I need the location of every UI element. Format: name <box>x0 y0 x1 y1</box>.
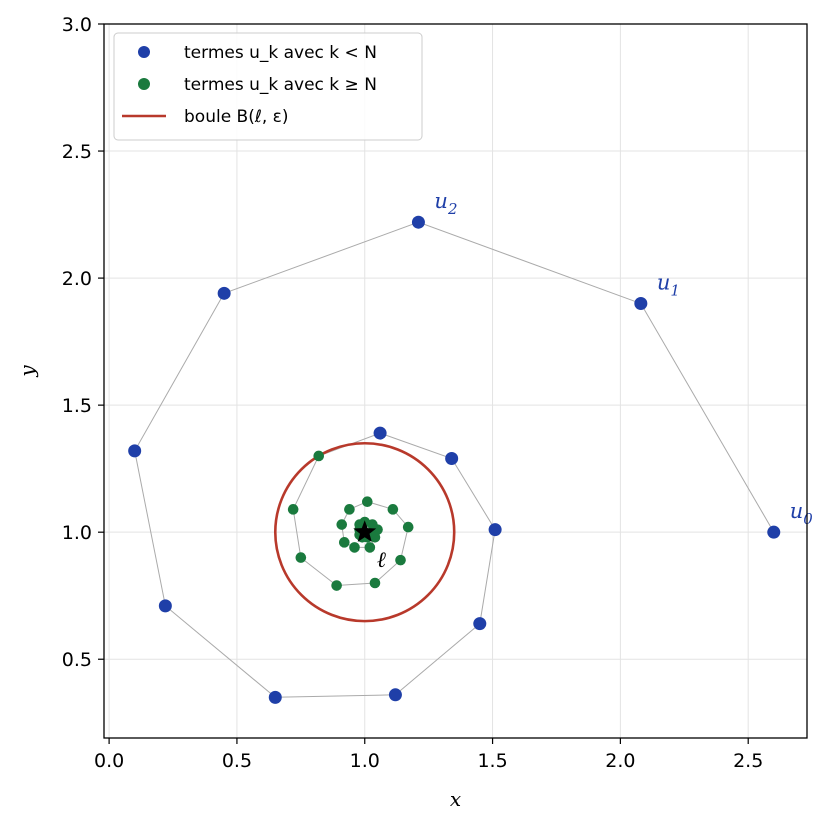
points-layer <box>128 215 781 704</box>
term-point-after-n <box>369 577 381 589</box>
limit-label: ℓ <box>377 548 387 573</box>
term-label: u0 <box>790 499 814 528</box>
term-point-after-n <box>287 504 299 515</box>
x-tick-label: 1.0 <box>350 750 380 772</box>
term-label: u2 <box>434 189 457 218</box>
term-point-after-n <box>336 519 348 530</box>
term-point-after-n <box>402 521 414 533</box>
legend-entry-label: boule B(ℓ, ε) <box>184 107 289 127</box>
y-tick-label: 2.5 <box>62 141 92 163</box>
y-tick-label: 1.0 <box>62 522 92 544</box>
annotations: ℓ u0 u1 u2 <box>353 189 813 573</box>
legend-entry-label: termes u_k avec k ≥ N <box>184 75 377 95</box>
term-point-before-n <box>158 599 172 613</box>
term-point-before-n <box>268 690 282 704</box>
term-point-after-n <box>362 496 373 507</box>
term-point-before-n <box>217 286 231 300</box>
limit-star-icon <box>353 520 377 542</box>
term-point-after-n <box>295 552 307 563</box>
term-point-before-n <box>767 525 781 539</box>
legend: termes u_k avec k < N termes u_k avec k ≥… <box>113 32 423 141</box>
term-label: u1 <box>657 271 680 300</box>
legend-entry-label: termes u_k avec k < N <box>184 43 377 63</box>
term-point-before-n <box>373 426 387 440</box>
x-tick-label: 0.5 <box>222 750 252 772</box>
term-point-after-n <box>364 542 376 553</box>
y-tick-label: 3.0 <box>62 14 92 36</box>
x-tick-label: 2.5 <box>733 750 763 772</box>
x-tick-label: 2.0 <box>605 750 635 772</box>
y-tick-label: 2.0 <box>62 268 92 290</box>
x-tick-label: 1.5 <box>477 750 507 772</box>
term-point-before-n <box>488 523 502 537</box>
legend-marker <box>138 46 150 58</box>
term-point-after-n <box>349 542 360 553</box>
legend-marker <box>138 78 150 90</box>
term-point-after-n <box>344 504 355 515</box>
term-point-after-n <box>331 580 342 591</box>
ball-circle <box>273 441 456 623</box>
term-point-after-n <box>313 450 325 462</box>
axis-ticks: 0.0 0.5 1.0 1.5 2.0 2.5 0.5 1.0 1.5 2.0 2.5 3.0 <box>62 14 764 772</box>
term-point-before-n <box>388 688 402 702</box>
term-point-before-n <box>634 297 648 311</box>
y-tick-label: 1.5 <box>62 395 92 417</box>
term-point-before-n <box>128 444 142 458</box>
y-tick-label: 0.5 <box>62 649 92 671</box>
term-point-after-n <box>338 537 350 548</box>
ball-layer <box>273 441 456 623</box>
plot-frame <box>103 23 808 739</box>
x-axis-label: x <box>450 787 461 811</box>
y-axis-label: y <box>15 365 39 378</box>
x-tick-label: 0.0 <box>94 750 124 772</box>
term-point-before-n <box>411 215 425 229</box>
term-point-after-n <box>395 554 406 566</box>
term-point-after-n <box>387 504 399 515</box>
legend-box <box>113 32 423 141</box>
term-point-before-n <box>473 617 487 631</box>
term-point-before-n <box>445 451 459 465</box>
